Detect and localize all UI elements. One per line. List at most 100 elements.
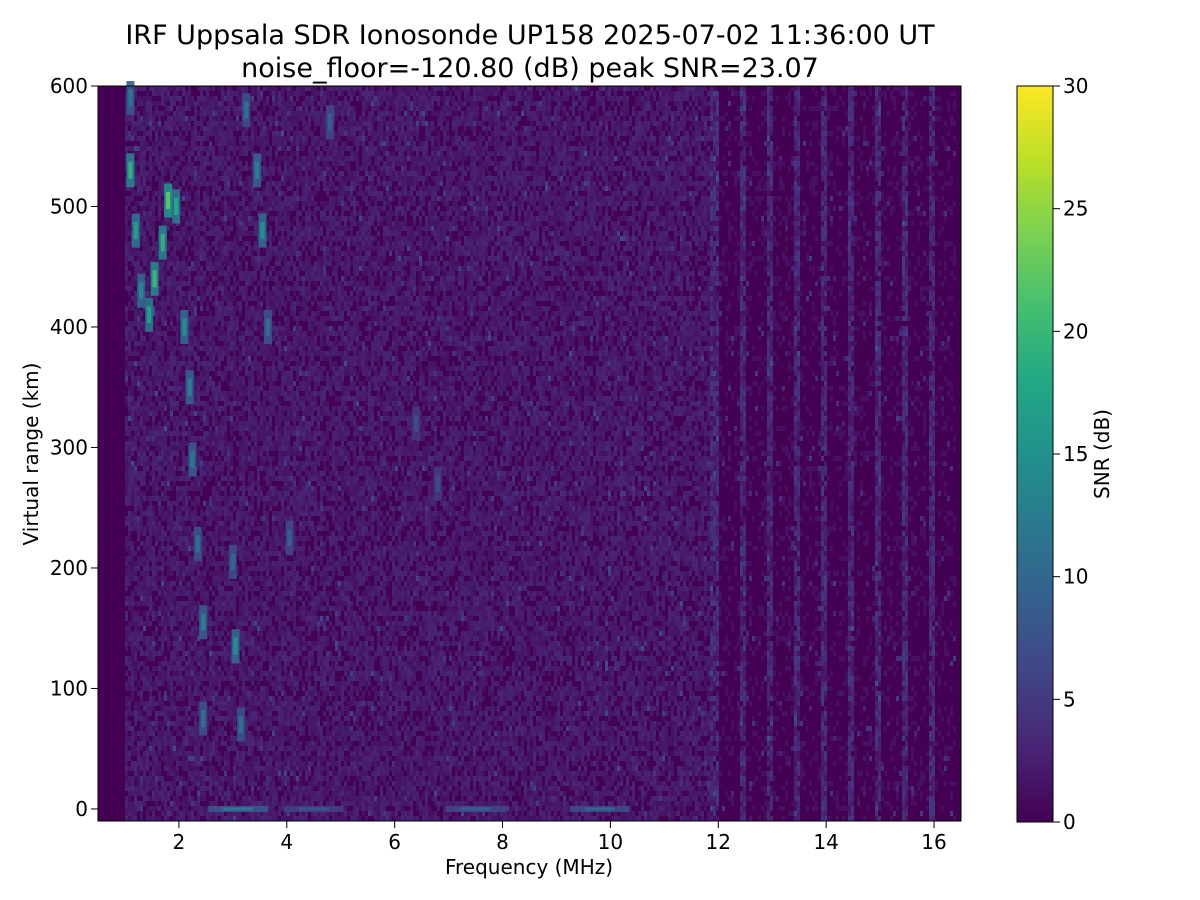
noise-cell <box>182 241 185 246</box>
noise-cell <box>239 511 242 516</box>
noise-cell <box>245 496 248 501</box>
noise-cell <box>131 126 134 131</box>
noise-cell <box>239 786 242 791</box>
noise-cell <box>140 231 143 236</box>
noise-cell <box>239 551 242 556</box>
noise-cell <box>146 251 149 256</box>
noise-cell <box>143 541 146 546</box>
noise-cell <box>188 146 191 151</box>
noise-cell <box>254 491 257 496</box>
noise-cell <box>143 581 146 586</box>
noise-cell <box>140 101 143 106</box>
noise-cell <box>188 291 191 296</box>
noise-cell <box>140 346 143 351</box>
noise-cell <box>215 291 218 296</box>
noise-cell <box>185 206 188 211</box>
noise-cell <box>161 276 164 281</box>
noise-cell <box>161 411 164 416</box>
noise-cell <box>248 811 251 816</box>
noise-cell <box>197 646 200 651</box>
noise-cell <box>236 776 239 781</box>
noise-cell <box>152 771 155 776</box>
noise-cell <box>203 436 206 441</box>
noise-cell <box>164 626 167 631</box>
noise-cell <box>251 271 254 276</box>
noise-cell <box>164 261 167 266</box>
noise-cell <box>209 376 212 381</box>
noise-cell <box>191 761 194 766</box>
noise-cell <box>203 791 206 796</box>
noise-cell <box>245 501 248 506</box>
noise-cell <box>242 486 245 491</box>
noise-cell <box>158 776 161 781</box>
noise-cell <box>218 281 221 286</box>
noise-cell <box>206 336 209 341</box>
noise-cell <box>143 386 146 391</box>
noise-cell <box>191 326 194 331</box>
noise-cell <box>179 611 182 616</box>
noise-cell <box>233 141 236 146</box>
noise-cell <box>155 686 158 691</box>
noise-cell <box>125 336 128 341</box>
noise-cell <box>149 281 152 286</box>
noise-cell <box>161 711 164 716</box>
noise-cell <box>179 811 182 816</box>
noise-cell <box>212 301 215 306</box>
noise-cell <box>125 501 128 506</box>
noise-cell <box>206 461 209 466</box>
noise-cell <box>140 491 143 496</box>
noise-cell <box>194 631 197 636</box>
noise-cell <box>128 796 131 801</box>
noise-cell <box>218 116 221 121</box>
noise-cell <box>251 116 254 121</box>
noise-cell <box>170 231 173 236</box>
noise-cell <box>224 596 227 601</box>
noise-cell <box>125 131 128 136</box>
noise-cell <box>224 436 227 441</box>
noise-cell <box>245 751 248 756</box>
noise-cell <box>254 426 257 431</box>
noise-cell <box>221 791 224 796</box>
noise-cell <box>227 96 230 101</box>
noise-cell <box>221 316 224 321</box>
noise-cell <box>248 701 251 706</box>
noise-cell <box>200 696 203 701</box>
noise-cell <box>212 126 215 131</box>
noise-cell <box>125 776 128 781</box>
noise-cell <box>233 436 236 441</box>
noise-cell <box>230 531 233 536</box>
noise-cell <box>212 416 215 421</box>
noise-cell <box>125 236 128 241</box>
noise-cell <box>182 261 185 266</box>
noise-cell <box>179 786 182 791</box>
noise-cell <box>218 101 221 106</box>
noise-cell <box>182 386 185 391</box>
noise-cell <box>218 711 221 716</box>
noise-cell <box>212 341 215 346</box>
noise-cell <box>227 481 230 486</box>
noise-cell <box>206 626 209 631</box>
noise-cell <box>233 331 236 336</box>
noise-cell <box>125 661 128 666</box>
noise-cell <box>251 786 254 791</box>
noise-cell <box>173 631 176 636</box>
noise-cell <box>125 231 128 236</box>
noise-cell <box>215 701 218 706</box>
noise-cell <box>206 451 209 456</box>
noise-cell <box>212 631 215 636</box>
noise-cell <box>161 601 164 606</box>
noise-cell <box>137 211 140 216</box>
noise-cell <box>251 216 254 221</box>
noise-cell <box>251 526 254 531</box>
noise-cell <box>251 316 254 321</box>
noise-cell <box>158 331 161 336</box>
noise-cell <box>140 316 143 321</box>
noise-cell <box>242 491 245 496</box>
noise-cell <box>221 471 224 476</box>
noise-cell <box>191 226 194 231</box>
noise-cell <box>125 636 128 641</box>
noise-cell <box>158 796 161 801</box>
noise-cell <box>140 256 143 261</box>
noise-cell <box>236 376 239 381</box>
noise-cell <box>179 346 182 351</box>
